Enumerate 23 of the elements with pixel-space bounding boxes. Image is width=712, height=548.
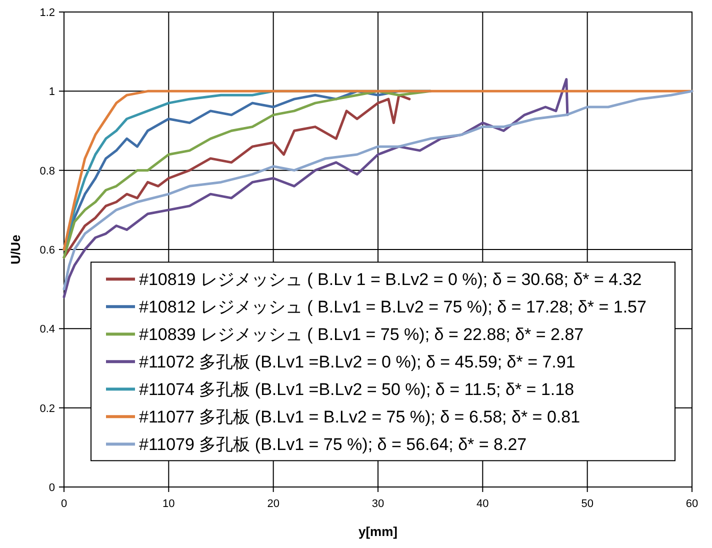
y-tick-label: 1.2	[40, 7, 55, 19]
x-tick-label: 0	[60, 498, 68, 510]
legend-label: #10812 レジメッシュ ( B.Lv1 = B.Lv2 = 75 %); δ = 17.28; δ* = 1.57	[139, 298, 646, 317]
x-tick-label: 60	[686, 498, 698, 510]
legend-label: #11074 多孔板 (B.Lv1 =B.Lv2 = 50 %); δ = 11.5; δ* = 1.18	[139, 380, 574, 400]
x-tick-label: 10	[162, 498, 175, 510]
x-tick-label: 30	[372, 498, 384, 510]
x-tick-label: 40	[476, 498, 489, 510]
y-tick-label: 0.4	[40, 324, 55, 336]
legend-label: #11077 多孔板 (B.Lv1 = B.Lv2 = 75 %); δ = 6.58; δ* = 0.81	[139, 408, 580, 427]
legend-label: #11079 多孔板 (B.Lv1 = 75 %); δ = 56.64; δ* = 8.27	[139, 435, 527, 454]
y-tick-label: 0.8	[40, 165, 55, 178]
x-tick-label: 20	[267, 498, 280, 510]
legend-label: #10839 レジメッシュ ( B.Lv1 = 75 %); δ = 22.88; δ* = 2.87	[139, 325, 584, 344]
legend-label: #11072 多孔板 (B.Lv1 =B.Lv2 = 0 %); δ = 45.59; δ* = 7.91	[139, 352, 576, 372]
x-axis-title: y[mm]	[358, 524, 398, 539]
y-tick-label: 0.6	[40, 244, 55, 256]
y-axis-title: U/Ue	[8, 234, 23, 264]
x-tick-label: 50	[581, 498, 594, 510]
y-tick-label: 1	[48, 86, 55, 98]
y-tick-label: 0.2	[40, 402, 55, 415]
legend-label: #10819 レジメッシュ ( B.Lv 1 = B.Lv2 = 0 %); δ = 30.68; δ* = 4.32	[139, 270, 642, 290]
y-tick-label: 0	[48, 482, 55, 494]
